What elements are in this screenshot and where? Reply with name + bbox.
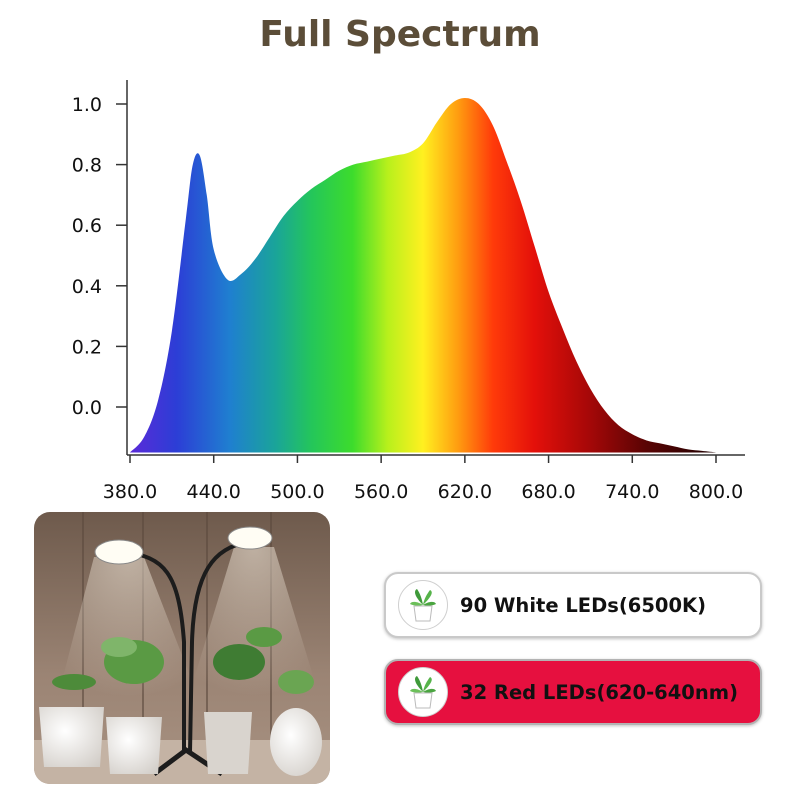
y-tick-label: 1.0 [72,94,102,116]
potted-plant-icon [398,667,448,717]
x-tick-label: 800.0 [689,481,743,500]
spectrum-chart: 0.0 0.2 0.4 0.6 0.8 1.0 380.0 440.0 500.0 560.0 6… [72,80,745,500]
red-leds-badge: 32 Red LEDs(620-640nm) [384,659,762,725]
y-tick-label: 0.2 [72,336,102,358]
grow-lamp-photo [34,512,330,784]
y-tick-label: 0.6 [72,215,102,237]
x-tick-label: 380.0 [103,481,157,500]
x-tick-label: 680.0 [521,481,575,500]
x-tick-label: 740.0 [605,481,659,500]
spectrum-area [130,97,716,453]
x-tick-label: 620.0 [438,481,492,500]
x-tick-label: 440.0 [187,481,241,500]
x-tick-label: 560.0 [354,481,408,500]
red-leds-label: 32 Red LEDs(620-640nm) [460,680,738,704]
x-tick-label: 500.0 [270,481,324,500]
y-tick-label: 0.4 [72,276,102,298]
y-tick-label: 0.8 [72,155,102,177]
chart-title: Full Spectrum [259,14,541,55]
y-tick-label: 0.0 [72,397,102,419]
white-leds-label: 90 White LEDs(6500K) [460,593,707,617]
white-leds-badge: 90 White LEDs(6500K) [384,572,762,638]
potted-plant-icon [398,580,448,630]
